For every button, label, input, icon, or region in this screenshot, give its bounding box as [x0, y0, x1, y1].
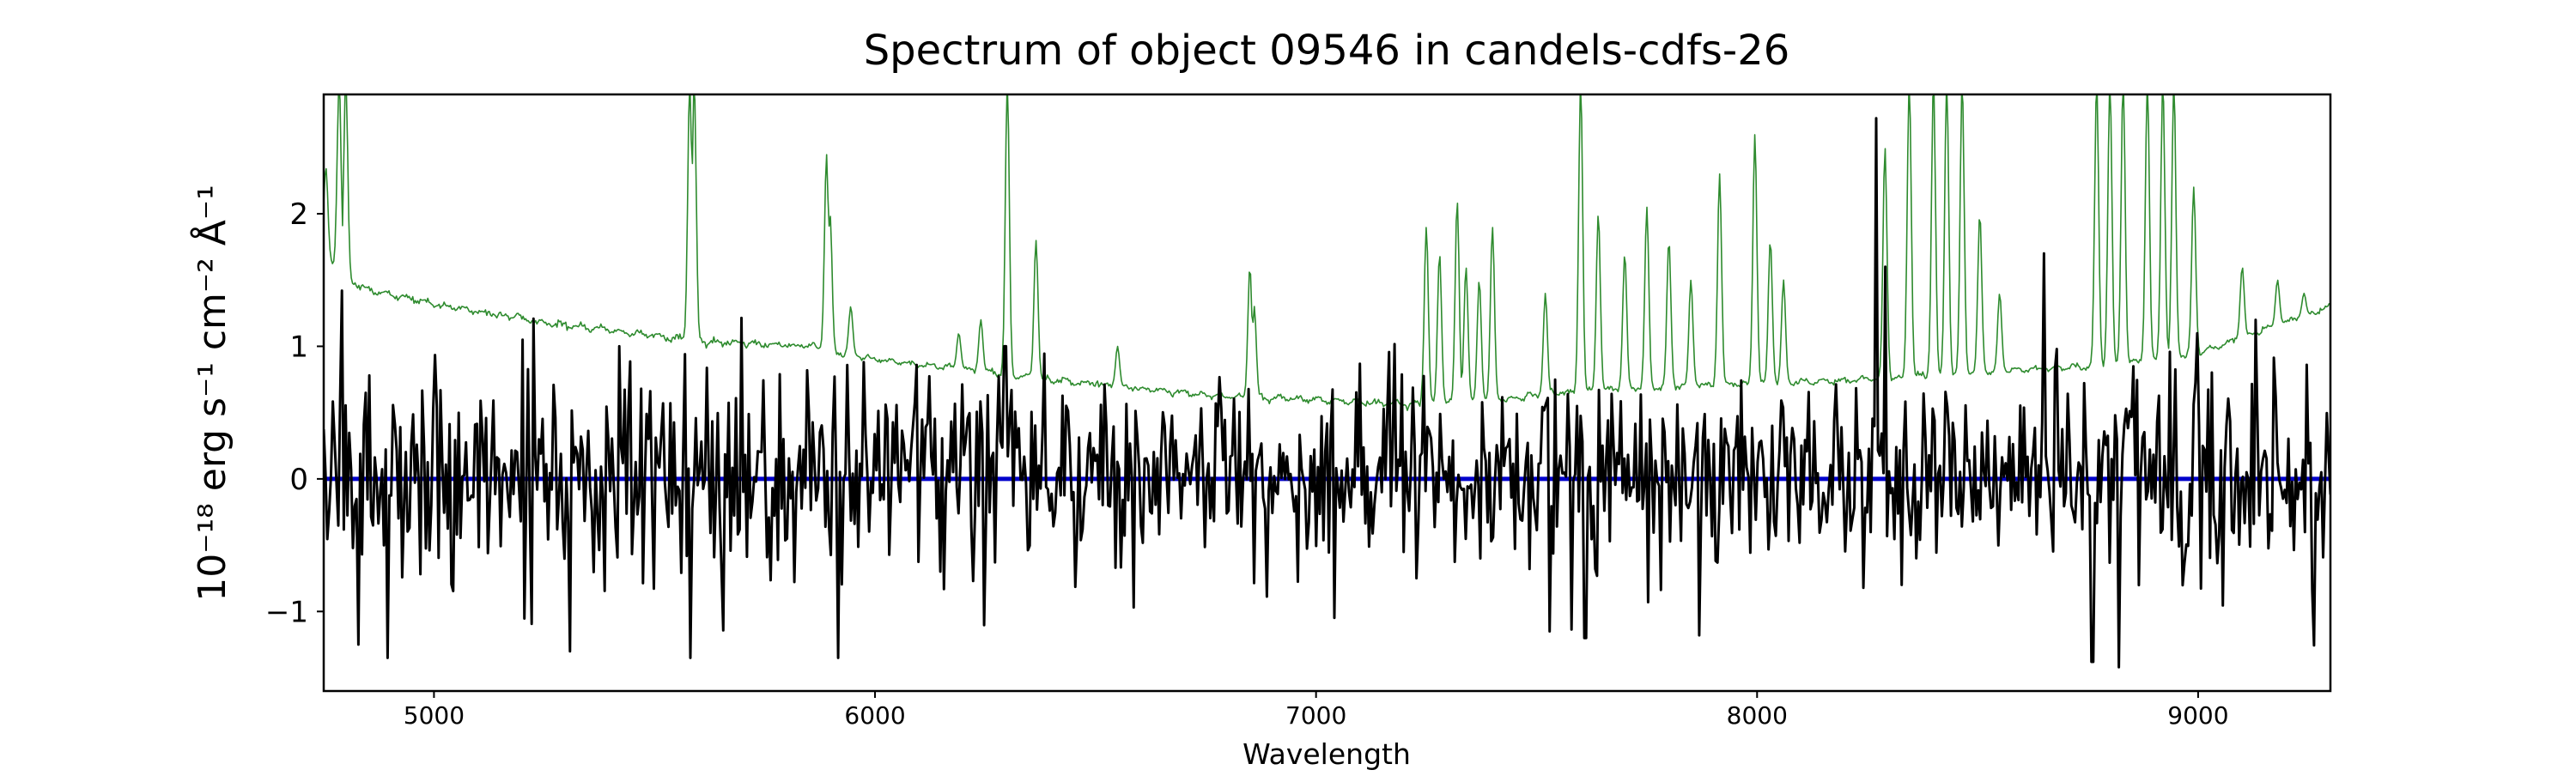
y-axis-label: 10⁻¹⁸ erg s⁻¹ cm⁻² Å⁻¹ — [189, 185, 234, 601]
data-layer — [324, 94, 2330, 669]
y-tick-label: −1 — [265, 595, 308, 629]
x-tick-label: 8000 — [1727, 701, 1788, 730]
x-tick-label: 7000 — [1285, 701, 1346, 730]
y-tick-label: 2 — [289, 197, 308, 232]
x-tick-label: 9000 — [2167, 701, 2228, 730]
plot-frame — [322, 93, 2332, 693]
chart-title: Spectrum of object 09546 in candels-cdfs… — [864, 27, 1790, 75]
x-tick-label: 5000 — [404, 701, 465, 730]
y-axis: −1 0 1 2 — [265, 197, 324, 629]
error-spectrum-line — [324, 94, 2330, 411]
x-tick-label: 6000 — [844, 701, 905, 730]
x-axis: 5000 6000 7000 8000 9000 — [404, 691, 2229, 730]
y-tick-label: 1 — [289, 330, 308, 364]
x-axis-label: Wavelength — [1242, 737, 1411, 771]
flux-spectrum-line — [324, 117, 2330, 669]
y-tick-label: 0 — [289, 463, 308, 497]
